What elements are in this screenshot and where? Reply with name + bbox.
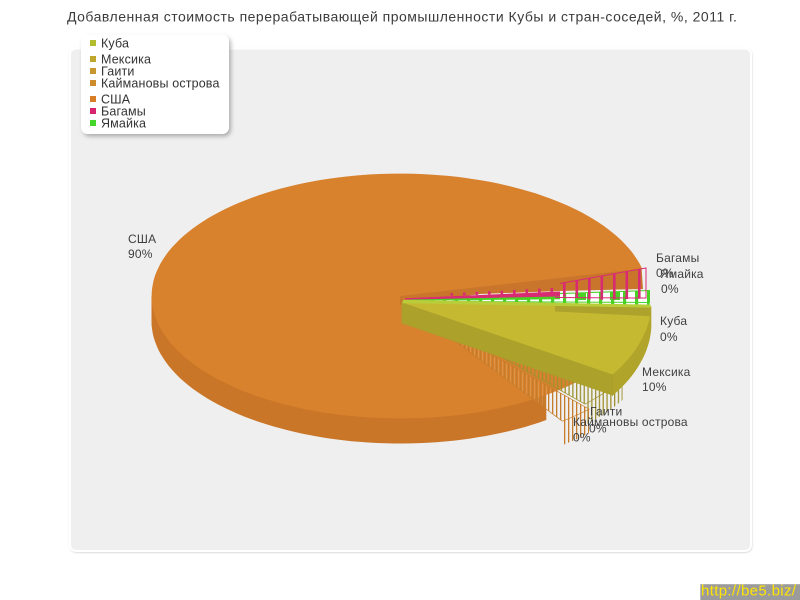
svg-text:Каймановы острова: Каймановы острова [101, 77, 220, 91]
svg-text:Каймановы острова: Каймановы острова [573, 415, 688, 429]
svg-text:0%: 0% [589, 422, 607, 436]
svg-text:Гаити: Гаити [590, 405, 622, 419]
svg-text:0%: 0% [656, 266, 674, 280]
svg-text:Ямайка: Ямайка [660, 267, 704, 281]
svg-text:Багамы: Багамы [101, 105, 146, 119]
svg-text:0%: 0% [660, 330, 678, 344]
svg-text:Мексика: Мексика [642, 365, 691, 379]
svg-text:Добавленная стоимость перераба: Добавленная стоимость перерабатывающей п… [67, 9, 737, 25]
svg-text:США: США [128, 232, 156, 246]
svg-text:0%: 0% [573, 431, 591, 445]
svg-text:Мексика: Мексика [101, 53, 151, 67]
svg-text:Ямайка: Ямайка [101, 117, 146, 131]
svg-text:90%: 90% [128, 247, 153, 261]
svg-text:http://be5.biz/: http://be5.biz/ [701, 583, 797, 600]
svg-text:10%: 10% [642, 380, 667, 394]
svg-text:Гаити: Гаити [101, 65, 134, 79]
svg-text:США: США [101, 93, 131, 107]
svg-text:Багамы: Багамы [656, 251, 699, 265]
svg-text:Куба: Куба [660, 314, 687, 328]
svg-text:Куба: Куба [101, 37, 129, 51]
svg-text:0%: 0% [661, 282, 679, 296]
